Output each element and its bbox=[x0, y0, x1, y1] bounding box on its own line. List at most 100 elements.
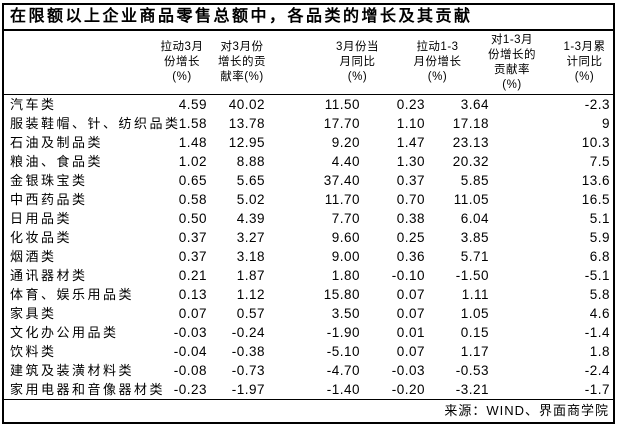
value-cell: -0.10 bbox=[391, 268, 425, 283]
value-cell: 0.57 bbox=[236, 306, 265, 321]
category-cell: 服装鞋帽、针、纺织品类 bbox=[10, 116, 181, 131]
value-cell: 1.47 bbox=[396, 135, 425, 150]
value-cell: 0.37 bbox=[178, 230, 207, 245]
value-cell: -5.10 bbox=[326, 344, 360, 359]
value-cell: 7.5 bbox=[589, 154, 610, 169]
value-cell: 1.87 bbox=[236, 268, 265, 283]
value-cell: 4.40 bbox=[331, 154, 360, 169]
value-cell: -0.04 bbox=[173, 344, 207, 359]
value-cell: 23.13 bbox=[452, 135, 489, 150]
value-cell: 0.01 bbox=[396, 325, 425, 340]
column-header: 对3月份 增长的贡 献率(%) bbox=[210, 31, 268, 95]
value-cell: 11.05 bbox=[453, 192, 489, 207]
value-cell: -0.08 bbox=[173, 363, 207, 378]
category-cell: 文化办公用品类 bbox=[10, 325, 119, 340]
value-cell: 1.17 bbox=[460, 344, 489, 359]
value-cell: 0.38 bbox=[396, 211, 425, 226]
value-cell: 7.70 bbox=[331, 211, 360, 226]
table-row: 烟酒类 0.37 3.18 9.00 0.36 5.71 6.8 bbox=[4, 247, 613, 266]
value-cell: -1.50 bbox=[455, 268, 489, 283]
category-cell: 建筑及装潢材料类 bbox=[10, 363, 135, 378]
column-header: 拉动3月 份增长 (%) bbox=[154, 31, 210, 95]
value-cell: 1.11 bbox=[461, 287, 489, 302]
value-cell: 0.70 bbox=[396, 192, 425, 207]
value-cell: 0.36 bbox=[396, 249, 425, 264]
table-frame: 在限额以上企业商品零售总额中，各品类的增长及其贡献 拉动3月 份增长 (%) 对3… bbox=[2, 3, 615, 424]
value-cell: 9.20 bbox=[331, 135, 360, 150]
value-cell: 12.95 bbox=[228, 135, 265, 150]
table-row: 汽车类 4.59 40.02 11.50 0.23 3.64 -2.3 bbox=[4, 95, 613, 115]
value-cell: 5.8 bbox=[589, 287, 610, 302]
column-header: 3月份当 月同比 (%) bbox=[268, 31, 378, 95]
value-cell: -0.03 bbox=[173, 325, 207, 340]
value-cell: 1.8 bbox=[589, 344, 610, 359]
value-cell: -1.90 bbox=[326, 325, 360, 340]
value-cell: 9.60 bbox=[331, 230, 360, 245]
value-cell: 5.02 bbox=[236, 192, 265, 207]
value-cell: 17.18 bbox=[452, 116, 489, 131]
value-cell: 0.65 bbox=[178, 173, 207, 188]
value-cell: -0.03 bbox=[391, 363, 425, 378]
table-row: 家用电器和音像器材类 -0.23 -1.97 -1.40 -0.20 -3.21 -1.7 bbox=[4, 380, 613, 399]
value-cell: -1.7 bbox=[584, 382, 610, 397]
value-cell: -1.97 bbox=[231, 382, 265, 397]
value-cell: 0.23 bbox=[396, 97, 425, 112]
category-cell: 石油及制品类 bbox=[10, 135, 104, 150]
category-cell: 中西药品类 bbox=[10, 192, 88, 207]
table-row: 家具类 0.07 0.57 3.50 0.07 1.05 4.6 bbox=[4, 304, 613, 323]
value-cell: 1.30 bbox=[396, 154, 425, 169]
category-cell: 金银珠宝类 bbox=[10, 173, 88, 188]
table-row: 通讯器材类 0.21 1.87 1.80 -0.10 -1.50 -5.1 bbox=[4, 266, 613, 285]
category-cell: 烟酒类 bbox=[10, 249, 57, 264]
table-row: 粮油、食品类 1.02 8.88 4.40 1.30 20.32 7.5 bbox=[4, 152, 613, 171]
table-row: 服装鞋帽、针、纺织品类 1.58 13.78 17.70 1.10 17.18 9 bbox=[4, 114, 613, 133]
value-cell: 40.02 bbox=[228, 97, 265, 112]
category-cell: 粮油、食品类 bbox=[10, 154, 104, 169]
data-table: 拉动3月 份增长 (%) 对3月份 增长的贡 献率(%) 3月份当 月同比 (%) 拉… bbox=[4, 31, 613, 399]
value-cell: 0.15 bbox=[460, 325, 489, 340]
value-cell: 15.80 bbox=[323, 287, 360, 302]
value-cell: 6.8 bbox=[589, 249, 610, 264]
value-cell: 0.07 bbox=[396, 287, 425, 302]
value-cell: 1.48 bbox=[178, 135, 207, 150]
category-cell: 通讯器材类 bbox=[10, 268, 88, 283]
value-cell: 3.50 bbox=[331, 306, 360, 321]
category-cell: 家具类 bbox=[10, 306, 57, 321]
value-cell: 11.50 bbox=[324, 97, 360, 112]
category-column-header bbox=[4, 31, 154, 95]
column-header: 对1-3月 份增长的 贡献率 (%) bbox=[428, 31, 536, 95]
value-cell: 5.71 bbox=[460, 249, 489, 264]
value-cell: -2.3 bbox=[584, 97, 610, 112]
value-cell: 0.37 bbox=[178, 249, 207, 264]
value-cell: 9 bbox=[601, 116, 610, 131]
value-cell: 37.40 bbox=[323, 173, 360, 188]
value-cell: 0.07 bbox=[396, 344, 425, 359]
value-cell: 4.59 bbox=[178, 97, 207, 112]
value-cell: 1.10 bbox=[396, 116, 425, 131]
category-cell: 饮料类 bbox=[10, 344, 57, 359]
value-cell: 4.6 bbox=[589, 306, 610, 321]
value-cell: 20.32 bbox=[452, 154, 489, 169]
value-cell: 16.5 bbox=[581, 192, 610, 207]
category-cell: 家用电器和音像器材类 bbox=[10, 382, 166, 397]
value-cell: 0.37 bbox=[396, 173, 425, 188]
table-row: 日用品类 0.50 4.39 7.70 0.38 6.04 5.1 bbox=[4, 209, 613, 228]
table-body: 汽车类 4.59 40.02 11.50 0.23 3.64 -2.3 服装鞋帽、针、纺织品类… bbox=[4, 95, 613, 400]
value-cell: 0.25 bbox=[396, 230, 425, 245]
value-cell: -5.1 bbox=[584, 268, 610, 283]
value-cell: 3.64 bbox=[460, 97, 489, 112]
value-cell: -1.4 bbox=[584, 325, 610, 340]
value-cell: 5.85 bbox=[460, 173, 489, 188]
value-cell: 5.9 bbox=[589, 230, 610, 245]
value-cell: 3.18 bbox=[236, 249, 265, 264]
value-cell: 3.85 bbox=[460, 230, 489, 245]
value-cell: 10.3 bbox=[581, 135, 610, 150]
table-row: 石油及制品类 1.48 12.95 9.20 1.47 23.13 10.3 bbox=[4, 133, 613, 152]
value-cell: -0.23 bbox=[173, 382, 207, 397]
table-row: 饮料类 -0.04 -0.38 -5.10 0.07 1.17 1.8 bbox=[4, 342, 613, 361]
value-cell: 0.07 bbox=[396, 306, 425, 321]
table-row: 化妆品类 0.37 3.27 9.60 0.25 3.85 5.9 bbox=[4, 228, 613, 247]
value-cell: -3.21 bbox=[455, 382, 489, 397]
value-cell: 9.00 bbox=[331, 249, 360, 264]
category-cell: 汽车类 bbox=[10, 97, 57, 112]
